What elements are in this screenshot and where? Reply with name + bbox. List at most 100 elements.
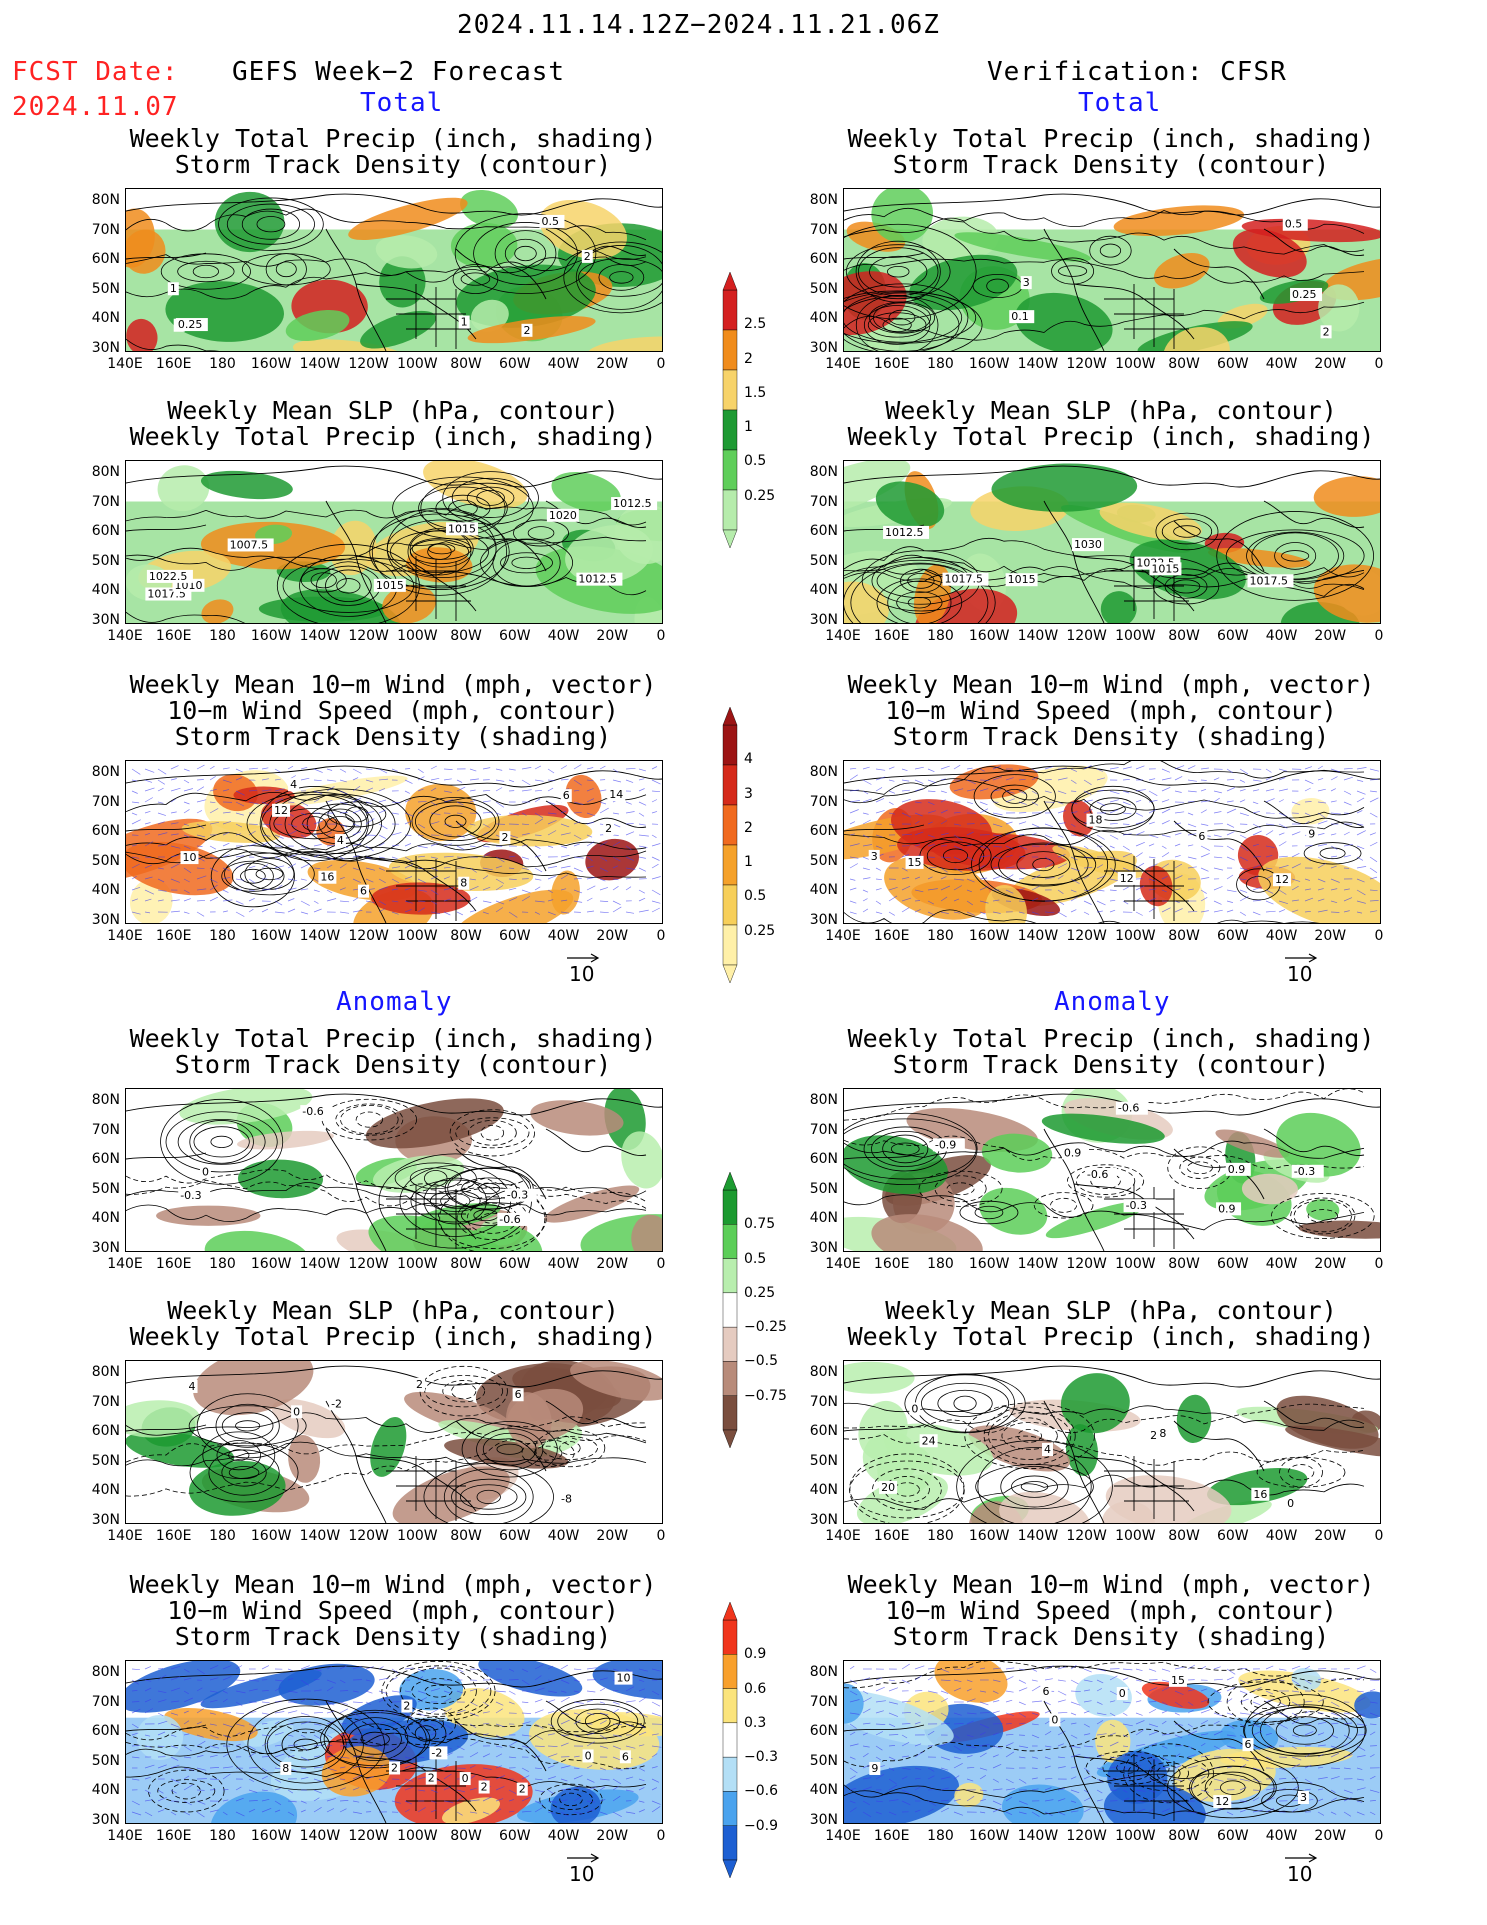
longitude-label: 180 <box>209 628 236 644</box>
latitude-label: 50N <box>809 1180 838 1197</box>
contour-label: 0 <box>585 1749 592 1762</box>
contour-label: -0.6 <box>1087 1168 1108 1181</box>
vector-reference-value: 10 <box>1287 962 1313 986</box>
colorbar-tick-label: 0.6 <box>744 1680 767 1697</box>
contour-label: 2 <box>584 250 591 263</box>
panel-title: Weekly Total Precip (inch, shading) Stor… <box>129 1024 657 1079</box>
contour-label: -0.3 <box>180 1189 201 1202</box>
contour-label: 9 <box>871 1762 878 1775</box>
left-anomaly-heading: Anomaly <box>336 987 453 1017</box>
longitude-label: 160E <box>873 628 910 644</box>
longitude-label: 120W <box>348 1256 389 1272</box>
contour-label: 8 <box>1159 1427 1166 1440</box>
longitude-label: 120W <box>1066 628 1107 644</box>
longitude-label: 80W <box>450 1828 482 1844</box>
longitude-label: 40W <box>1265 1828 1298 1844</box>
longitude-label: 180 <box>927 1256 954 1272</box>
longitude-label: 120W <box>348 1528 389 1544</box>
contour-label: 12 <box>274 804 288 817</box>
latitude-label: 70N <box>91 493 120 510</box>
contour-label: 2 <box>428 1772 435 1785</box>
longitude-label: 0 <box>1374 1528 1384 1544</box>
contour-label: 1 <box>170 282 177 295</box>
contour-label: -8 <box>561 1492 572 1505</box>
latitude-label: 70N <box>809 1121 838 1138</box>
longitude-label: 100W <box>1115 1528 1156 1544</box>
precip-total-colorbar <box>722 271 738 549</box>
contour-label: 1015 <box>1008 573 1036 586</box>
contour-label: -0.9 <box>935 1138 956 1151</box>
colorbar-tick-label: 1 <box>744 419 753 436</box>
longitude-label: 180 <box>209 1256 236 1272</box>
contour-label: 0.9 <box>1064 1146 1082 1159</box>
longitude-label: 140E <box>825 1528 861 1544</box>
longitude-label: 40W <box>547 1828 580 1844</box>
longitude-label: 160E <box>873 1828 910 1844</box>
latitude-label: 70N <box>91 221 120 238</box>
longitude-label: 160W <box>250 1828 292 1844</box>
longitude-label: 0 <box>656 1828 666 1844</box>
panel-title: Weekly Total Precip (inch, shading) Stor… <box>847 124 1375 179</box>
contour-label: 12 <box>1215 1795 1229 1808</box>
latitude-label: 40N <box>91 582 120 598</box>
colorbar-tick-label: 3 <box>744 785 753 802</box>
colorbar-tick-label: 4 <box>744 751 753 768</box>
panel-title: Weekly Total Precip (inch, shading) Stor… <box>847 1024 1375 1079</box>
longitude-label: 140W <box>1017 928 1059 944</box>
latitude-label: 60N <box>809 1151 838 1167</box>
longitude-label: 60W <box>498 356 531 372</box>
longitude-label: 100W <box>397 928 438 944</box>
latitude-label: 50N <box>91 280 120 297</box>
longitude-label: 80W <box>450 628 482 644</box>
longitude-label: 100W <box>1115 928 1156 944</box>
latitude-label: 70N <box>91 1393 120 1410</box>
longitude-label: 40W <box>1265 356 1298 372</box>
contour-label: -0.6 <box>302 1105 323 1118</box>
contour-label: 12 <box>1275 873 1289 886</box>
latitude-label: 40N <box>809 1210 838 1226</box>
longitude-label: 160W <box>968 1528 1010 1544</box>
contour-label: 0 <box>1119 1687 1126 1700</box>
longitude-label: 100W <box>397 628 438 644</box>
longitude-label: 80W <box>1168 1828 1200 1844</box>
latitude-label: 80N <box>809 464 838 480</box>
fcst-anom-slp-map: 2 4 -2 0 6 -8 <box>125 1360 663 1524</box>
contour-label: -2 <box>431 1746 442 1759</box>
right-anomaly-heading: Anomaly <box>1054 987 1171 1017</box>
latitude-label: 40N <box>91 1210 120 1226</box>
longitude-label: 60W <box>1216 356 1249 372</box>
latitude-label: 30N <box>809 1239 838 1256</box>
longitude-label: 140E <box>825 1828 861 1844</box>
longitude-label: 60W <box>498 1828 531 1844</box>
latitude-label: 50N <box>91 1180 120 1197</box>
latitude-label: 40N <box>809 582 838 598</box>
longitude-label: 180 <box>927 1528 954 1544</box>
storm-anomaly-colorbar <box>722 1601 738 1879</box>
contour-label: 1012.5 <box>578 573 617 586</box>
longitude-label: 80W <box>1168 628 1200 644</box>
colorbar-tick-label: 2 <box>744 819 753 836</box>
longitude-label: 40W <box>547 1256 580 1272</box>
ver-total-wind-map: 3 6 9 12 15 18 12 <box>843 760 1381 924</box>
longitude-label: 140E <box>825 356 861 372</box>
contour-label: 6 <box>1198 830 1205 843</box>
longitude-label: 20W <box>596 1528 629 1544</box>
longitude-label: 140E <box>107 1528 143 1544</box>
contour-label: 2 <box>403 1700 410 1713</box>
longitude-label: 60W <box>1216 1828 1249 1844</box>
longitude-label: 20W <box>596 356 629 372</box>
latitude-label: 80N <box>809 1664 838 1680</box>
longitude-label: 160E <box>155 928 192 944</box>
panel-title: Weekly Total Precip (inch, shading) Stor… <box>129 124 657 179</box>
latitude-label: 80N <box>809 192 838 208</box>
longitude-label: 160W <box>250 928 292 944</box>
contour-label: 8 <box>460 877 467 890</box>
latitude-label: 60N <box>809 523 838 539</box>
contour-label: -0.3 <box>1126 1199 1147 1212</box>
contour-label: 0 <box>202 1166 209 1179</box>
ver-anom-precip-map: -0.9 -0.6 -0.3 0.9 0.9 -0.6 -0.3 0.9 <box>843 1088 1381 1252</box>
longitude-label: 100W <box>1115 356 1156 372</box>
longitude-label: 40W <box>1265 628 1298 644</box>
longitude-label: 40W <box>547 928 580 944</box>
longitude-label: 120W <box>1066 1528 1107 1544</box>
